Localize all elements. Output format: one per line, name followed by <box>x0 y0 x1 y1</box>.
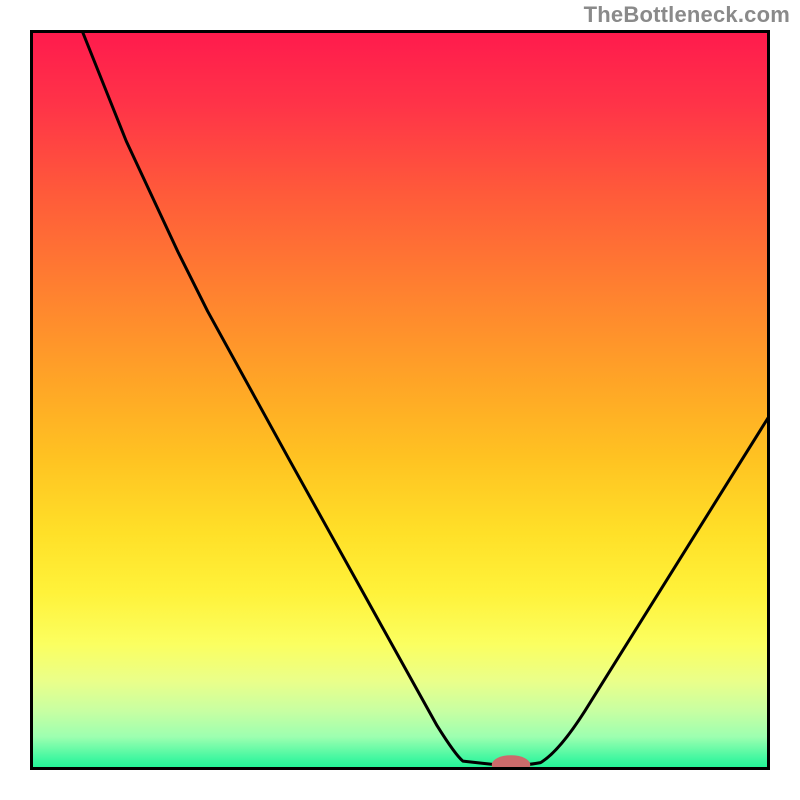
attribution-label: TheBottleneck.com <box>584 2 790 28</box>
chart-canvas <box>30 30 770 770</box>
bottleneck-chart <box>30 30 770 770</box>
